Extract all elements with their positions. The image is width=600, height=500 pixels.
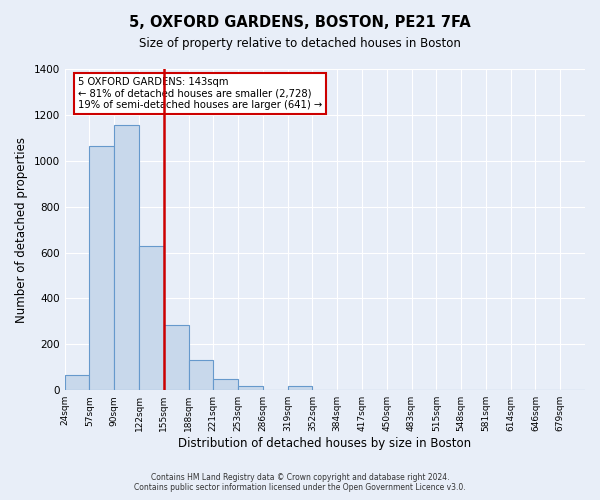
Y-axis label: Number of detached properties: Number of detached properties [15,136,28,322]
Bar [214,380,238,390]
Bar [287,386,313,390]
Bar [114,125,139,390]
Bar [89,146,114,390]
Bar [188,360,214,390]
Bar [65,376,89,390]
Text: 5 OXFORD GARDENS: 143sqm
← 81% of detached houses are smaller (2,728)
19% of sem: 5 OXFORD GARDENS: 143sqm ← 81% of detach… [77,77,322,110]
X-axis label: Distribution of detached houses by size in Boston: Distribution of detached houses by size … [178,437,472,450]
Text: Size of property relative to detached houses in Boston: Size of property relative to detached ho… [139,38,461,51]
Text: Contains HM Land Registry data © Crown copyright and database right 2024.
Contai: Contains HM Land Registry data © Crown c… [134,473,466,492]
Text: 5, OXFORD GARDENS, BOSTON, PE21 7FA: 5, OXFORD GARDENS, BOSTON, PE21 7FA [129,15,471,30]
Bar [238,386,263,390]
Bar [164,325,188,390]
Bar [139,246,164,390]
